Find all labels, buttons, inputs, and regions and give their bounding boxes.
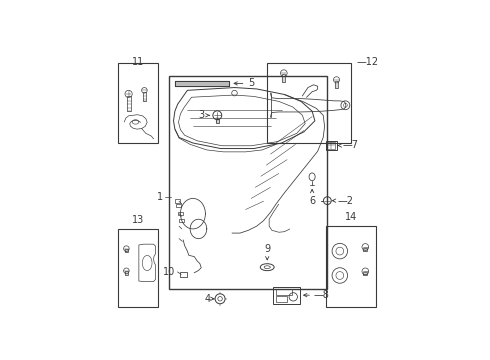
Bar	[216, 118, 219, 123]
Bar	[179, 219, 184, 222]
Bar	[275, 296, 287, 302]
Bar	[275, 289, 292, 295]
Bar	[143, 92, 146, 102]
Text: 9: 9	[264, 244, 270, 254]
Bar	[273, 287, 300, 304]
Bar	[267, 63, 351, 143]
Bar	[326, 141, 337, 150]
Bar	[364, 272, 368, 275]
Bar	[178, 212, 183, 215]
Bar	[170, 76, 327, 288]
Bar	[180, 273, 187, 276]
Bar	[118, 63, 158, 143]
Text: 6: 6	[309, 196, 315, 206]
Text: 1: 1	[157, 192, 164, 202]
Text: 11: 11	[132, 57, 144, 67]
Text: 13: 13	[132, 215, 144, 225]
Bar	[125, 249, 128, 252]
Text: 10: 10	[163, 267, 175, 277]
Text: 5: 5	[248, 78, 255, 89]
Bar	[282, 74, 286, 82]
Bar	[326, 226, 376, 307]
Bar	[175, 199, 180, 203]
Text: —12: —12	[356, 57, 379, 67]
Bar	[125, 271, 128, 275]
Bar	[335, 81, 338, 87]
Text: 4: 4	[204, 294, 210, 304]
Bar	[118, 229, 158, 307]
Bar	[327, 142, 335, 149]
Text: —7: —7	[343, 140, 359, 150]
Bar	[364, 248, 368, 251]
Bar	[126, 96, 130, 111]
Text: —8: —8	[314, 290, 329, 300]
Bar	[176, 204, 181, 207]
Text: —2: —2	[338, 195, 354, 206]
Text: 14: 14	[345, 212, 357, 222]
Text: 3: 3	[199, 110, 205, 120]
